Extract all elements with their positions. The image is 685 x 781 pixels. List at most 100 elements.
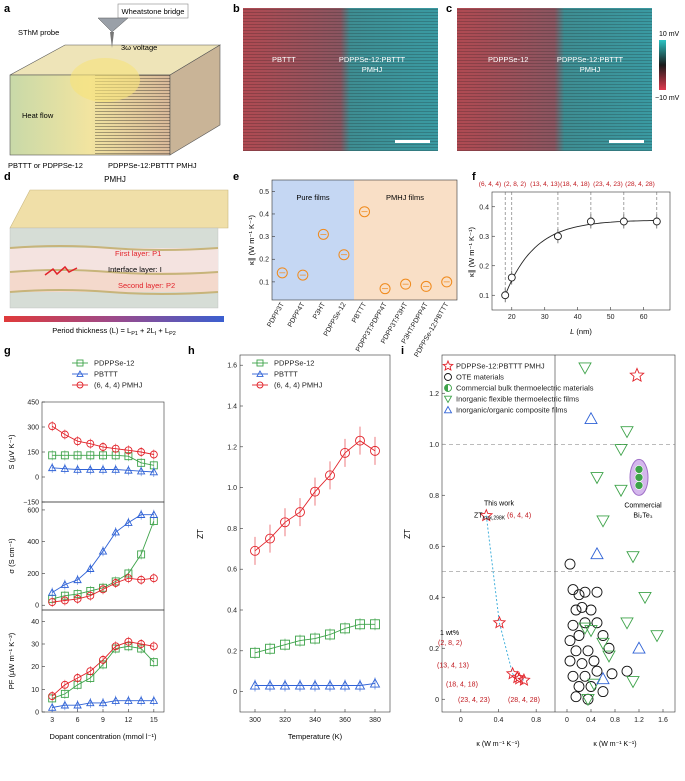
i-pmhj-trend: [485, 515, 525, 681]
g-ytick-label: 40: [31, 619, 39, 626]
h-ytick-label: 0.2: [227, 648, 237, 655]
g-point: [86, 591, 95, 600]
h-point: [280, 517, 290, 528]
wheatstone-box: [117, 3, 189, 19]
h-ytick-label: 1.4: [227, 404, 237, 411]
h-point: [295, 635, 305, 646]
i-ytick-label: 0.8: [429, 493, 439, 500]
e-xtick-label: PDPPSe-12: [323, 301, 348, 337]
panel-h: h PDPPSe-12 PBTTT (6, 4, 4) PMHJ ZT Temper…: [188, 345, 391, 741]
g-ytick-label: 0: [35, 603, 39, 610]
i-ote-point: [567, 619, 579, 631]
layer-interface: [10, 248, 218, 272]
e-ytick-label: 0.4: [259, 211, 269, 218]
g-ytick-label: 30: [31, 642, 39, 649]
e-xtick-label: PDPP3T: [266, 301, 286, 329]
i-ote-point: [573, 681, 585, 692]
g-xtick-label: 12: [125, 717, 133, 724]
legend-marker: [256, 370, 264, 377]
i-ote-point: [576, 602, 588, 613]
g-point: [86, 465, 95, 473]
map-b-right1: PDPPSe-12:PBTTT: [339, 55, 406, 64]
e-point: [379, 283, 391, 295]
e-ytick-label: 0.2: [259, 257, 269, 264]
colorbar-bottom: −10 mV: [655, 95, 680, 102]
g-point: [73, 674, 82, 682]
g-point: [124, 446, 133, 455]
i-ote-point: [579, 670, 591, 682]
legend-marker: [76, 359, 84, 367]
i-ytick-label: 0.6: [429, 544, 439, 551]
h-point: [339, 680, 351, 690]
i-xtick-label: 0.4: [586, 717, 596, 724]
f-ylabel: κ∥ (W m⁻¹ K⁻¹): [467, 227, 476, 277]
axes-i: [441, 354, 676, 713]
legend-marker: [256, 381, 264, 389]
e-point: [317, 228, 329, 240]
g-point: [124, 518, 133, 526]
g-point: [149, 510, 159, 518]
i-xlabel-right: κ (W m⁻¹ K⁻¹): [593, 741, 636, 748]
g-point: [111, 579, 120, 587]
i-ote-point: [621, 665, 633, 677]
h-point: [370, 619, 380, 630]
h-point: [279, 680, 291, 690]
scale-bar-c: [609, 140, 644, 143]
g-point: [149, 642, 158, 651]
i-commercial-dot: [634, 473, 644, 482]
g-point: [86, 698, 95, 707]
i-composite-point: [632, 641, 646, 654]
h-xtick-label: 300: [249, 717, 261, 724]
g-ytick-label: 0: [35, 475, 39, 482]
h-point: [264, 680, 276, 690]
h-ylabel: ZT: [196, 529, 205, 539]
i-xlabel-left: κ (W m⁻¹ K⁻¹): [476, 741, 519, 748]
e-point: [276, 267, 288, 279]
g-point: [111, 642, 120, 651]
h-point: [249, 680, 261, 690]
g-point: [48, 692, 57, 701]
h-point: [280, 639, 290, 650]
g-point: [137, 640, 146, 648]
map-b-left: PBTTT: [272, 55, 296, 64]
probe-cantilever: [97, 17, 129, 33]
panel-g-label: g: [4, 345, 11, 357]
i-this-work: This work: [484, 501, 514, 508]
h-xtick-label: 320: [279, 717, 291, 724]
g-point: [149, 574, 158, 583]
f-top-label: (2, 8, 2): [504, 181, 526, 188]
f-top-label: (6, 4, 4): [479, 181, 501, 188]
f-ytick-label: 0.1: [479, 293, 489, 300]
e-xtick-label: PBTTT: [351, 301, 369, 324]
h-point: [250, 545, 260, 556]
i-inorganic-point: [596, 515, 610, 528]
i-composite-point: [590, 546, 604, 560]
map-b-right2: PMHJ: [362, 65, 383, 74]
right-sample-label: PDPPSe-12:PBTTT PMHJ: [108, 161, 197, 170]
i-inorganic-point: [587, 678, 601, 691]
g-point: [149, 696, 159, 704]
g-ytick-label: −150: [23, 500, 39, 507]
h-point: [310, 486, 320, 497]
h-point: [295, 507, 305, 518]
h-ytick-label: 0.4: [227, 608, 237, 615]
i-ote-point: [591, 665, 603, 677]
left-sample-label: PBTTT or PDPPSe-12: [8, 161, 83, 170]
i-commercial-dot: [634, 465, 644, 474]
f-point: [652, 217, 661, 226]
i-inorganic-point: [584, 625, 598, 638]
panel-e-label: e: [233, 171, 239, 183]
g-point: [73, 594, 82, 603]
h-point: [250, 647, 260, 658]
g-s-ylabel: S (μV K⁻¹): [7, 434, 16, 469]
h-ytick-label: 0.6: [227, 567, 237, 574]
g-point: [136, 466, 146, 475]
g-xtick-label: 9: [101, 717, 105, 724]
f-ytick-label: 0.4: [479, 204, 489, 211]
g-xlabel: Dopant concentration (mmol l⁻¹): [50, 732, 157, 741]
heat-spot: [70, 58, 140, 102]
i-inorganic-point: [614, 444, 628, 457]
i-wt-val: (2, 8, 2): [438, 640, 462, 647]
i-pt-label: (23, 4, 23): [458, 697, 490, 704]
i-inorganic-point: [578, 362, 592, 375]
